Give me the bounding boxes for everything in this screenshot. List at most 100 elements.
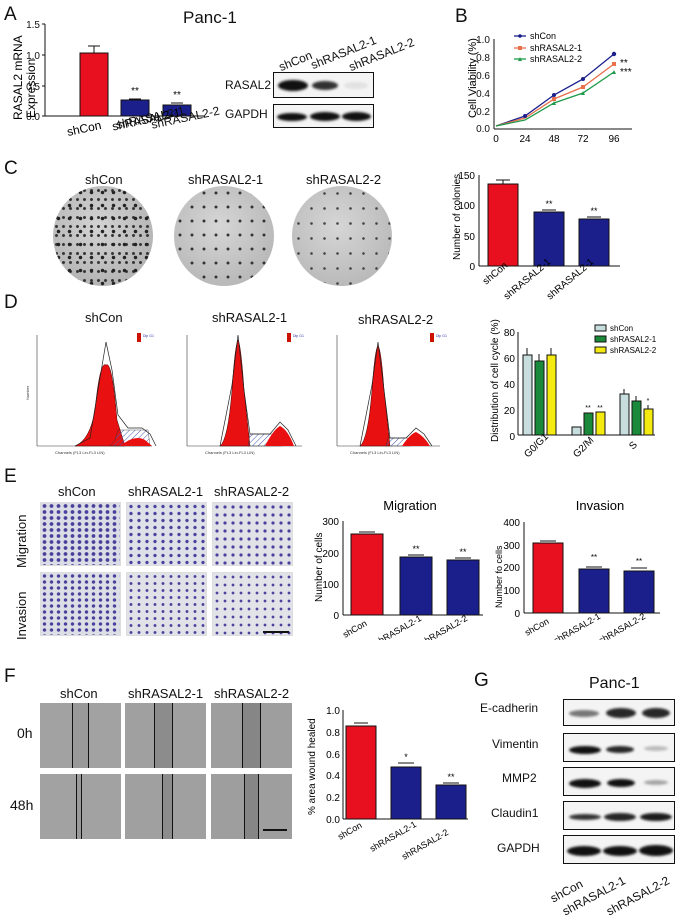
svg-text:48: 48 xyxy=(548,134,560,145)
panel-a-title: Panc-1 xyxy=(183,8,237,27)
svg-text:shRASAL2-2: shRASAL2-2 xyxy=(597,611,647,640)
svg-text:0.8: 0.8 xyxy=(326,728,340,739)
svg-text:Distribution of cell cycle (%): Distribution of cell cycle (%) xyxy=(490,319,501,442)
histogram-shrasal2-1: Dip G1 Channels (FL3 Lin-FL3 LIN) xyxy=(186,333,304,455)
wound-col-shrasal2-1: shRASAL2-1 xyxy=(128,686,204,701)
svg-text:Dip G1: Dip G1 xyxy=(293,334,304,338)
svg-text:200: 200 xyxy=(503,563,520,574)
dish-label-shrasal2-1: shRASAL2-1 xyxy=(188,172,264,187)
wound-0h-shrasal2-1 xyxy=(125,703,206,768)
dish-label-shrasal2-2: shRASAL2-2 xyxy=(306,172,382,187)
transwell-col-shrasal2-1: shRASAL2-1 xyxy=(128,484,204,499)
svg-text:Number of colonies: Number of colonies xyxy=(452,174,463,260)
svg-text:0.0: 0.0 xyxy=(26,112,40,123)
svg-text:shRASAL2-2: shRASAL2-2 xyxy=(610,346,657,355)
blot-a-rasal2 xyxy=(273,72,374,98)
svg-text:0: 0 xyxy=(333,611,339,622)
blot-a-lane-1: shCon xyxy=(276,48,315,74)
transwell-migration-shcon xyxy=(40,502,121,566)
svg-text:0: 0 xyxy=(469,262,475,273)
svg-text:Channels (FL3 Lin-FL3 LIN): Channels (FL3 Lin-FL3 LIN) xyxy=(350,450,400,455)
svg-text:100: 100 xyxy=(503,586,520,597)
wound-col-shrasal2-2: shRASAL2-2 xyxy=(214,686,290,701)
svg-text:**: ** xyxy=(590,206,598,216)
svg-text:0: 0 xyxy=(509,432,515,443)
transwell-migration-shrasal2-2 xyxy=(212,502,293,566)
svg-text:**: ** xyxy=(131,86,139,97)
svg-text:**: ** xyxy=(412,544,420,554)
svg-text:Channels (FL3 Lin-FL3 LIN): Channels (FL3 Lin-FL3 LIN) xyxy=(55,450,105,455)
svg-text:1.0: 1.0 xyxy=(26,51,40,62)
svg-text:Number: Number xyxy=(25,385,30,400)
panel-label-e: E xyxy=(4,466,17,487)
svg-text:40: 40 xyxy=(504,380,516,391)
svg-text:**: ** xyxy=(447,772,455,782)
blot-g-row-vimentin: Vimentin xyxy=(492,737,539,751)
blot-a-row-gapdh: GAPDH xyxy=(225,107,268,121)
transwell-row-invasion: Invasion xyxy=(14,591,29,640)
svg-text:shRASAL2-2: shRASAL2-2 xyxy=(530,54,582,64)
panel-e-migration-chart: Migration 300 200 100 0 Number of cells … xyxy=(314,498,483,640)
histogram-label-shcon: shCon xyxy=(85,310,123,325)
svg-text:shRASAL2-1: shRASAL2-1 xyxy=(373,613,423,640)
histogram-shrasal2-2: Dip G1 Channels (FL3 Lin-FL3 LIN) xyxy=(336,333,447,455)
dish-label-shcon: shCon xyxy=(85,172,123,187)
wound-48h-shcon xyxy=(40,774,121,839)
svg-text:0.4: 0.4 xyxy=(326,771,340,782)
panel-c-bar-chart: 150 100 50 0 Number of colonies ** ** sh… xyxy=(452,171,620,302)
svg-text:100: 100 xyxy=(322,580,339,591)
transwell-invasion-shrasal2-2 xyxy=(212,572,293,636)
svg-text:Number fo cells: Number fo cells xyxy=(494,545,504,608)
svg-text:1.5: 1.5 xyxy=(26,20,40,31)
panel-f-bar-chart: 1.0 0.8 0.6 0.4 0.2 0.0 % area wound hea… xyxy=(307,706,468,862)
blot-g-row-ecadherin: E-cadherin xyxy=(480,701,539,715)
svg-text:Cell Viability (%): Cell Viability (%) xyxy=(467,38,479,118)
svg-text:96: 96 xyxy=(608,134,620,145)
svg-text:100: 100 xyxy=(458,201,475,212)
svg-text:300: 300 xyxy=(503,541,520,552)
svg-text:shRASAL2-1: shRASAL2-1 xyxy=(610,335,657,344)
svg-text:20: 20 xyxy=(504,406,516,417)
svg-text:24: 24 xyxy=(519,134,531,145)
svg-text:200: 200 xyxy=(322,549,339,560)
svg-text:0.6: 0.6 xyxy=(476,71,490,82)
svg-text:60: 60 xyxy=(504,354,516,365)
colony-dish-shrasal2-2 xyxy=(292,186,392,286)
svg-text:0.5: 0.5 xyxy=(26,82,40,93)
panel-label-g: G xyxy=(474,670,489,691)
svg-text:*: * xyxy=(647,398,650,405)
panel-g-title: Panc-1 xyxy=(589,675,640,692)
histogram-label-shrasal2-2: shRASAL2-2 xyxy=(358,312,434,327)
svg-text:1.0: 1.0 xyxy=(476,35,490,46)
wound-0h-shcon xyxy=(40,703,121,768)
svg-text:shCon: shCon xyxy=(66,118,103,139)
colony-dish-shrasal2-1 xyxy=(174,186,274,286)
transwell-col-shcon: shCon xyxy=(58,484,96,499)
svg-text:0: 0 xyxy=(514,609,520,620)
transwell-invasion-shrasal2-1 xyxy=(126,572,207,636)
blot-g-vimentin xyxy=(563,733,675,762)
svg-text:**: ** xyxy=(585,405,591,412)
panel-b-line-chart: 0.0 0.2 0.4 0.6 0.8 1.0 0 24 48 72 96 Ce… xyxy=(467,31,632,145)
svg-text:50: 50 xyxy=(464,232,476,243)
svg-text:150: 150 xyxy=(458,171,475,182)
svg-text:0.2: 0.2 xyxy=(326,793,340,804)
svg-text:Dip G1: Dip G1 xyxy=(436,334,447,338)
wound-48h-shrasal2-1 xyxy=(125,774,206,839)
panel-d-bar-chart: 80 60 40 20 0 Distribution of cell cycle… xyxy=(490,319,657,460)
svg-text:*: * xyxy=(404,752,408,762)
transwell-invasion-shcon xyxy=(40,572,121,636)
panel-label-f: F xyxy=(4,666,16,687)
svg-text:0.0: 0.0 xyxy=(476,124,490,135)
svg-text:300: 300 xyxy=(322,517,339,528)
blot-g-mmp2 xyxy=(563,767,675,796)
svg-text:shCon: shCon xyxy=(341,618,369,640)
svg-text:shRASAL2-1: shRASAL2-1 xyxy=(530,43,582,53)
transwell-row-migration: Migration xyxy=(14,514,29,568)
panel-a-bar-chart: 1.5 1.0 0.5 0.0 RASAL2 mRNA Expression *… xyxy=(11,20,205,139)
svg-text:**: ** xyxy=(173,90,181,101)
svg-text:G2/M: G2/M xyxy=(571,435,596,460)
blot-g-row-gapdh: GAPDH xyxy=(497,841,540,855)
wound-48h-shrasal2-2 xyxy=(211,774,292,839)
svg-text:0.6: 0.6 xyxy=(326,750,340,761)
